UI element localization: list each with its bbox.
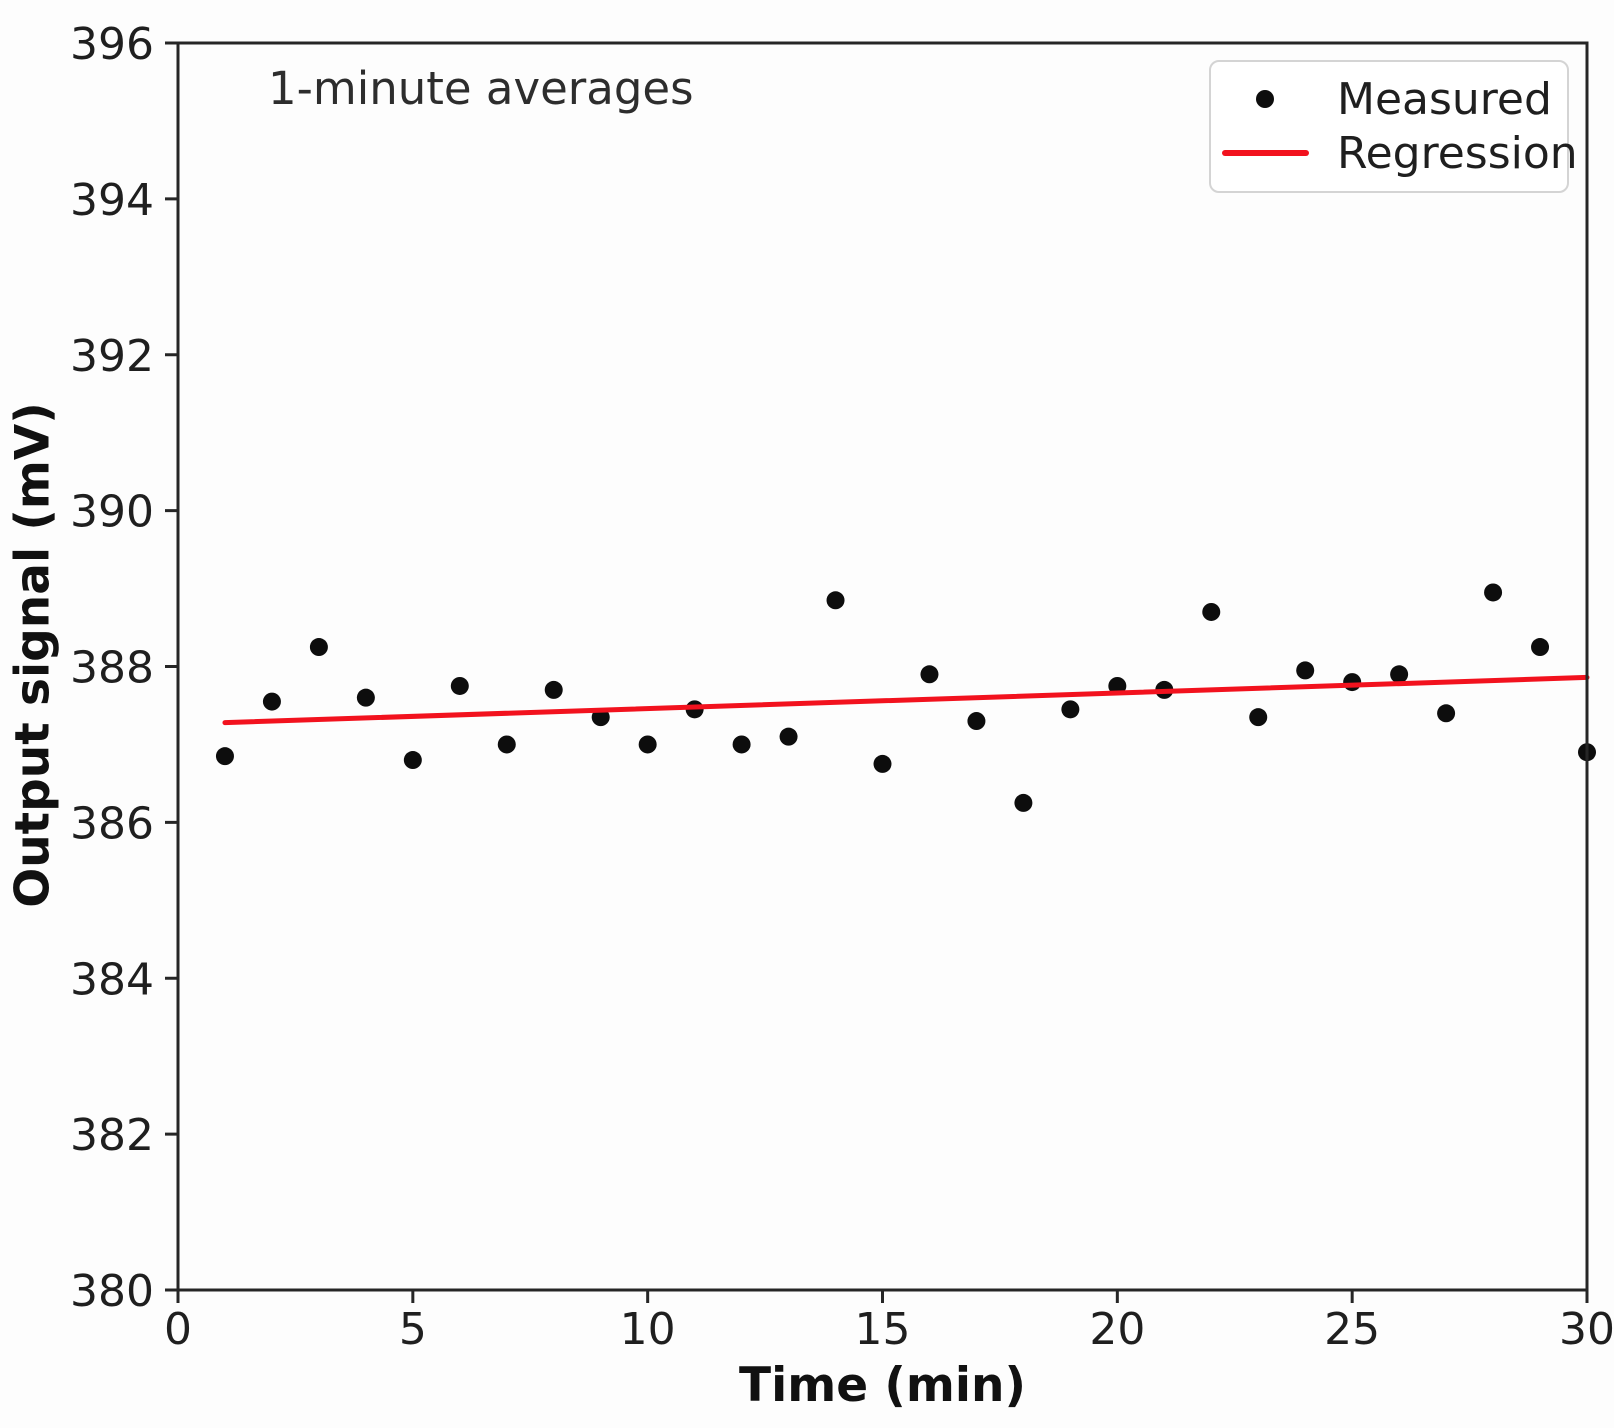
measured-dot-icon: [1256, 90, 1274, 108]
data-point: [779, 727, 798, 746]
data-point: [1343, 673, 1362, 692]
x-tick-label: 25: [1324, 1304, 1380, 1355]
data-point: [544, 680, 563, 699]
y-tick-label: 384: [70, 954, 154, 1005]
x-tick-label: 10: [620, 1304, 676, 1355]
legend: Measured Regression: [1209, 60, 1578, 193]
legend-label-measured: Measured: [1337, 73, 1552, 125]
data-point: [309, 638, 328, 657]
legend-item-regression: Regression: [1211, 126, 1578, 180]
regression-line-icon: [1222, 150, 1309, 156]
y-tick-label: 382: [70, 1110, 154, 1161]
data-point: [967, 712, 986, 731]
x-tick-label: 15: [855, 1304, 911, 1355]
x-axis-title: Time (min): [739, 1358, 1026, 1413]
y-axis-title: Output signal (mV): [5, 402, 61, 908]
data-point: [826, 591, 845, 610]
data-point: [1061, 700, 1080, 719]
y-tick-label: 380: [70, 1266, 154, 1317]
y-tick-label: 396: [70, 19, 154, 70]
legend-item-measured: Measured: [1211, 72, 1567, 126]
data-point: [1296, 661, 1315, 680]
data-point: [450, 676, 469, 695]
y-tick-label: 394: [70, 175, 154, 226]
y-tick-label: 392: [70, 331, 154, 382]
plot-border: [176, 41, 1589, 1292]
legend-label-regression: Regression: [1337, 127, 1578, 179]
data-point: [1249, 708, 1268, 727]
data-point: [403, 751, 422, 770]
data-point: [497, 735, 516, 754]
data-point: [1202, 602, 1221, 621]
data-point: [1390, 665, 1409, 684]
data-point: [920, 665, 939, 684]
x-tick-label: 30: [1559, 1304, 1614, 1355]
data-point: [1484, 583, 1503, 602]
x-tick-label: 0: [164, 1304, 192, 1355]
data-point: [1437, 704, 1456, 723]
data-point: [638, 735, 657, 754]
x-tick-label: 5: [399, 1304, 427, 1355]
data-point: [732, 735, 751, 754]
data-point: [873, 754, 892, 773]
plot-annotation: 1-minute averages: [268, 62, 694, 115]
data-point: [1014, 793, 1033, 812]
y-tick-label: 390: [70, 487, 154, 538]
x-tick-label: 20: [1089, 1304, 1145, 1355]
data-point: [1531, 638, 1550, 657]
data-point: [356, 688, 375, 707]
data-point: [215, 747, 234, 766]
y-tick-label: 386: [70, 798, 154, 849]
y-tick-label: 388: [70, 643, 154, 694]
data-point: [262, 692, 281, 711]
regression-line: [222, 674, 1590, 726]
